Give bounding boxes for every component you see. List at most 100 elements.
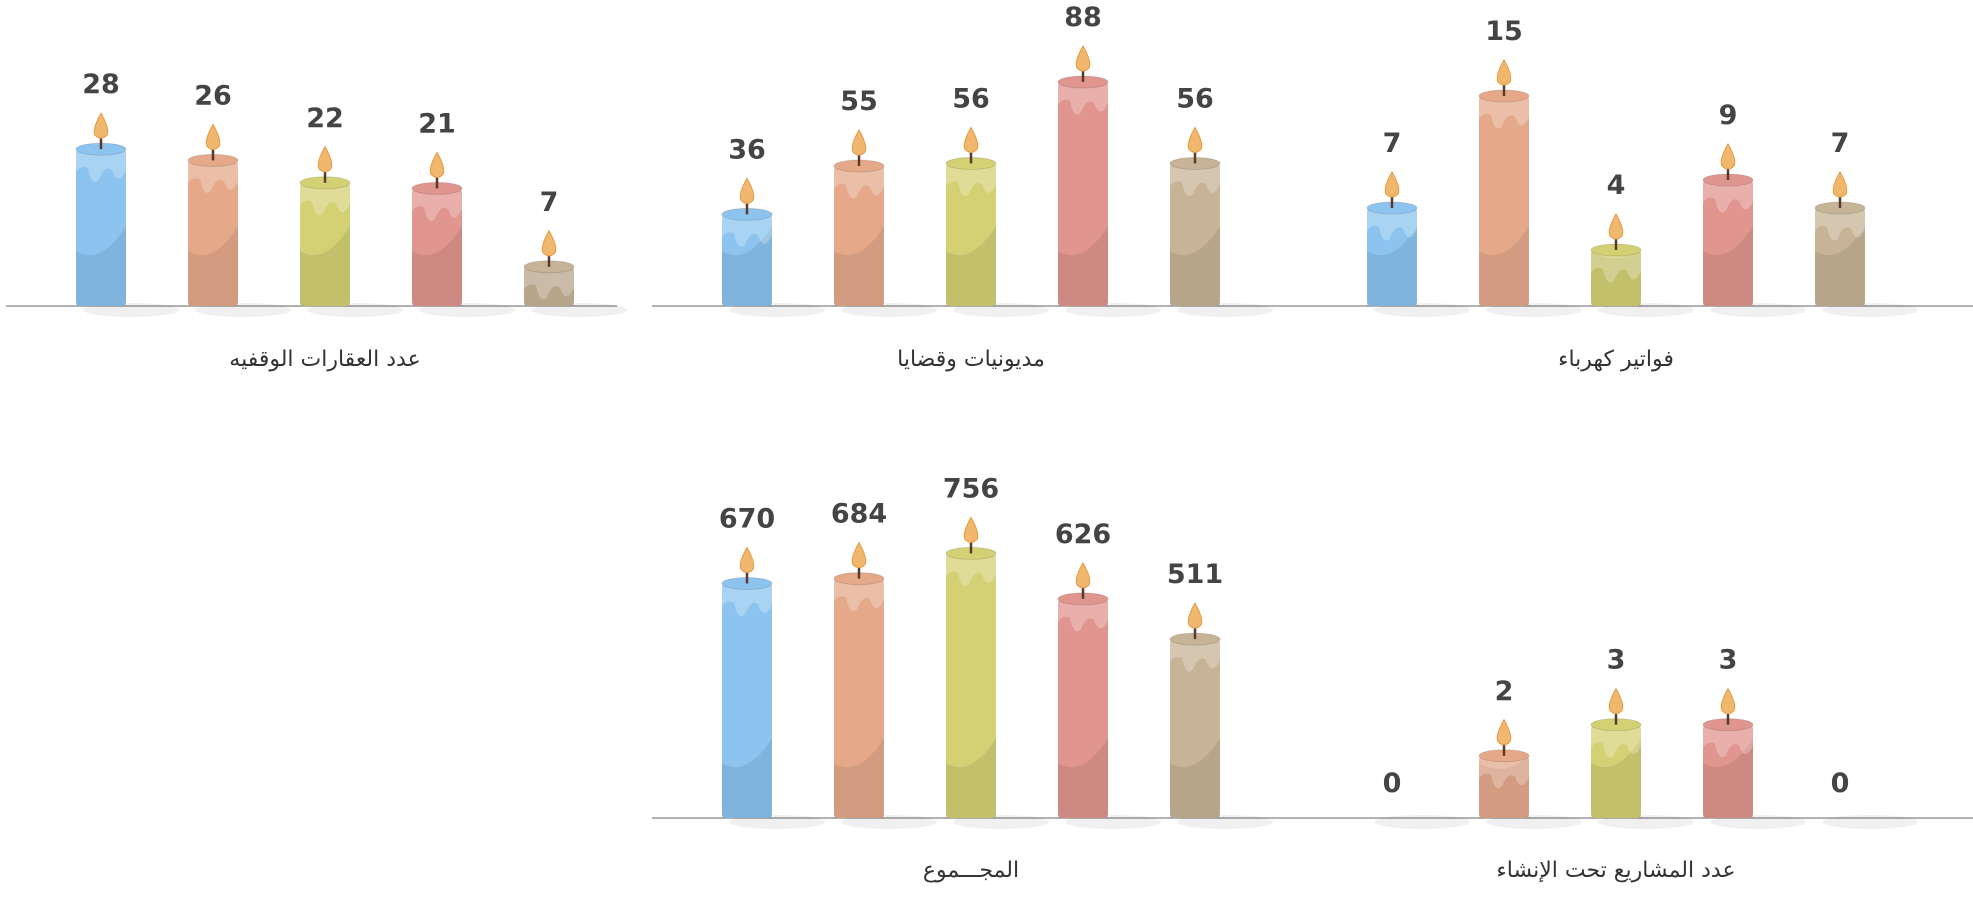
value-label: 4	[1607, 170, 1626, 201]
candle-drip	[188, 160, 238, 193]
flame	[1608, 687, 1624, 715]
candle	[1170, 639, 1220, 818]
value-label: 26	[194, 80, 232, 111]
candle-shade	[1170, 738, 1220, 818]
candle-shadow	[419, 303, 515, 317]
candle-shade	[524, 266, 574, 306]
value-label: 28	[82, 69, 120, 100]
candle-drip	[1058, 82, 1108, 115]
candle-chart: 0 2 3 3 0 عدد المشاريع تحت الإنشاء	[1309, 645, 1973, 883]
flame	[93, 112, 109, 139]
candle-shade	[76, 226, 126, 306]
candle-drip	[834, 578, 884, 612]
flame	[1075, 44, 1091, 72]
candle-drip	[1058, 598, 1108, 632]
value-label: 88	[1064, 2, 1102, 33]
candle-shade	[834, 226, 884, 306]
candle-shadow	[1486, 815, 1582, 829]
candle-shadow	[729, 815, 825, 829]
value-label: 7	[1383, 128, 1402, 159]
candle	[1058, 82, 1108, 306]
candle-drip	[1367, 208, 1417, 241]
value-label: 55	[840, 86, 878, 117]
candle-shade	[946, 738, 996, 818]
candle-chart: 36 55 56 88 56 مديونيات وقضايا	[652, 2, 1309, 372]
candle-drip	[834, 166, 884, 199]
candle-drip	[1591, 250, 1641, 283]
value-label: 684	[831, 499, 887, 530]
value-label: 670	[719, 504, 775, 535]
candle	[1170, 163, 1220, 306]
candle-drip	[722, 214, 772, 247]
candle-shade	[1591, 738, 1641, 818]
value-label: 15	[1485, 16, 1523, 47]
flame	[851, 541, 867, 569]
candle-drip	[722, 583, 772, 617]
flame	[1496, 58, 1512, 86]
candle	[946, 553, 996, 818]
candle	[524, 266, 574, 306]
candle-drip	[76, 149, 126, 182]
flame	[1187, 126, 1203, 153]
candle-shade	[412, 226, 462, 306]
candle-drip	[1170, 639, 1220, 672]
value-label: 36	[728, 134, 766, 165]
value-label: 626	[1055, 519, 1111, 550]
value-label: 7	[1831, 128, 1850, 159]
candle-drip	[1591, 724, 1641, 758]
candle-shade	[1815, 226, 1865, 306]
flame	[1832, 170, 1848, 198]
flame	[1075, 561, 1091, 589]
candle	[1479, 755, 1529, 818]
candle-shadow	[1177, 303, 1273, 317]
candle-shadow	[953, 303, 1049, 317]
candle-shade	[1703, 226, 1753, 306]
value-label: 3	[1719, 645, 1738, 676]
candle-shadow	[1822, 815, 1918, 829]
candle-shadow	[729, 303, 825, 317]
candle	[1479, 96, 1529, 306]
candle-drip	[1170, 163, 1220, 197]
candle-drip	[1703, 180, 1753, 213]
value-label: 22	[306, 103, 344, 134]
candle-shade	[1170, 226, 1220, 306]
flame	[429, 151, 445, 178]
candle	[722, 583, 772, 818]
candle-shade	[722, 226, 772, 306]
candle-shade	[1058, 226, 1108, 306]
value-label: 511	[1167, 559, 1223, 590]
candle-shade	[1479, 755, 1529, 818]
candle-shadow	[1486, 303, 1582, 317]
value-label: 756	[943, 473, 999, 504]
value-label: 2	[1495, 676, 1514, 707]
candle-shadow	[1710, 815, 1806, 829]
candle-shade	[722, 738, 772, 818]
value-label: 0	[1831, 768, 1850, 799]
chart-title: مديونيات وقضايا	[897, 347, 1045, 372]
flame	[1608, 212, 1624, 240]
value-label: 9	[1719, 100, 1738, 131]
candle-shade	[1591, 250, 1641, 306]
candle-shade	[946, 226, 996, 306]
candle-drip	[1815, 208, 1865, 241]
candle-shadow	[1374, 303, 1470, 317]
candle-drip	[300, 182, 350, 216]
candle-shade	[188, 226, 238, 306]
candle-shadow	[531, 303, 627, 317]
flame	[317, 145, 333, 173]
candle	[722, 214, 772, 306]
candle-shadow	[1065, 815, 1161, 829]
flame	[1496, 718, 1512, 746]
chart-title: المجـــموع	[923, 858, 1019, 883]
candle-shadow	[1710, 303, 1806, 317]
candle-shadow	[195, 303, 291, 317]
flame	[851, 128, 867, 156]
candle	[1703, 724, 1753, 818]
value-label: 0	[1383, 768, 1402, 799]
value-label: 56	[952, 83, 990, 114]
candle-shade	[1058, 738, 1108, 818]
candle-shadow	[83, 303, 179, 317]
flame	[1720, 142, 1736, 170]
candle-shadow	[1598, 303, 1694, 317]
candle-shadow	[953, 815, 1049, 829]
